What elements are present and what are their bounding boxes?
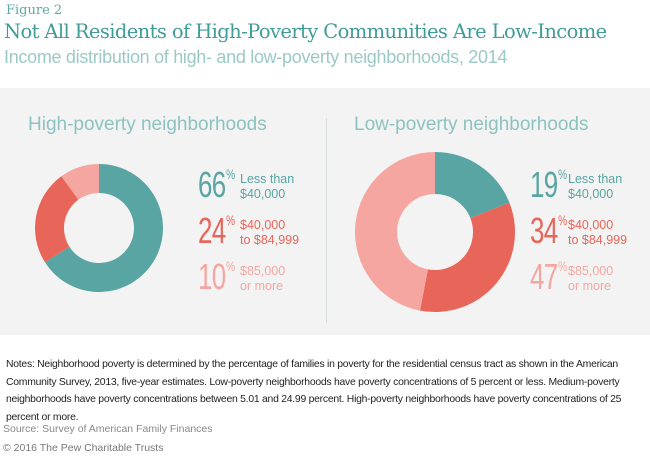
donut-slice xyxy=(435,152,510,219)
notes: Notes: Neighborhood poverty is determine… xyxy=(6,359,622,423)
legend-value: 24% xyxy=(198,210,235,251)
legend-label: Less than $40,000 xyxy=(568,172,623,201)
legend-value: 10% xyxy=(198,256,235,297)
chart-panel xyxy=(0,88,650,335)
legend-value: 66% xyxy=(198,164,235,205)
figure-label: Figure 2 xyxy=(6,3,63,18)
legend-label: Less than $40,000 xyxy=(240,172,295,201)
high-poverty-title: High-poverty neighborhoods xyxy=(28,114,267,135)
legend-label: $40,000 to $84,999 xyxy=(568,218,628,247)
donut-slice xyxy=(420,202,515,312)
legend-label: $85,000 or more xyxy=(240,264,286,293)
donut-slice xyxy=(354,152,435,311)
donut-slice xyxy=(35,176,79,263)
low-poverty-title: Low-poverty neighborhoods xyxy=(354,114,589,135)
copyright: © 2016 The Pew Charitable Trusts xyxy=(3,442,164,454)
donut-slice xyxy=(61,164,99,200)
legend-label: $40,000 to $84,999 xyxy=(240,218,300,247)
legend-value: 47% xyxy=(530,256,567,297)
donut-slice xyxy=(44,164,163,293)
source: Source: Survey of American Family Financ… xyxy=(3,423,213,435)
chart-title: Not All Residents of High-Poverty Commun… xyxy=(4,20,607,43)
legend-label: $85,000 or more xyxy=(568,264,614,293)
divider xyxy=(326,118,327,323)
chart-subtitle: Income distribution of high- and low-pov… xyxy=(4,47,508,67)
legend-value: 34% xyxy=(530,210,567,251)
legend-value: 19% xyxy=(530,164,567,205)
